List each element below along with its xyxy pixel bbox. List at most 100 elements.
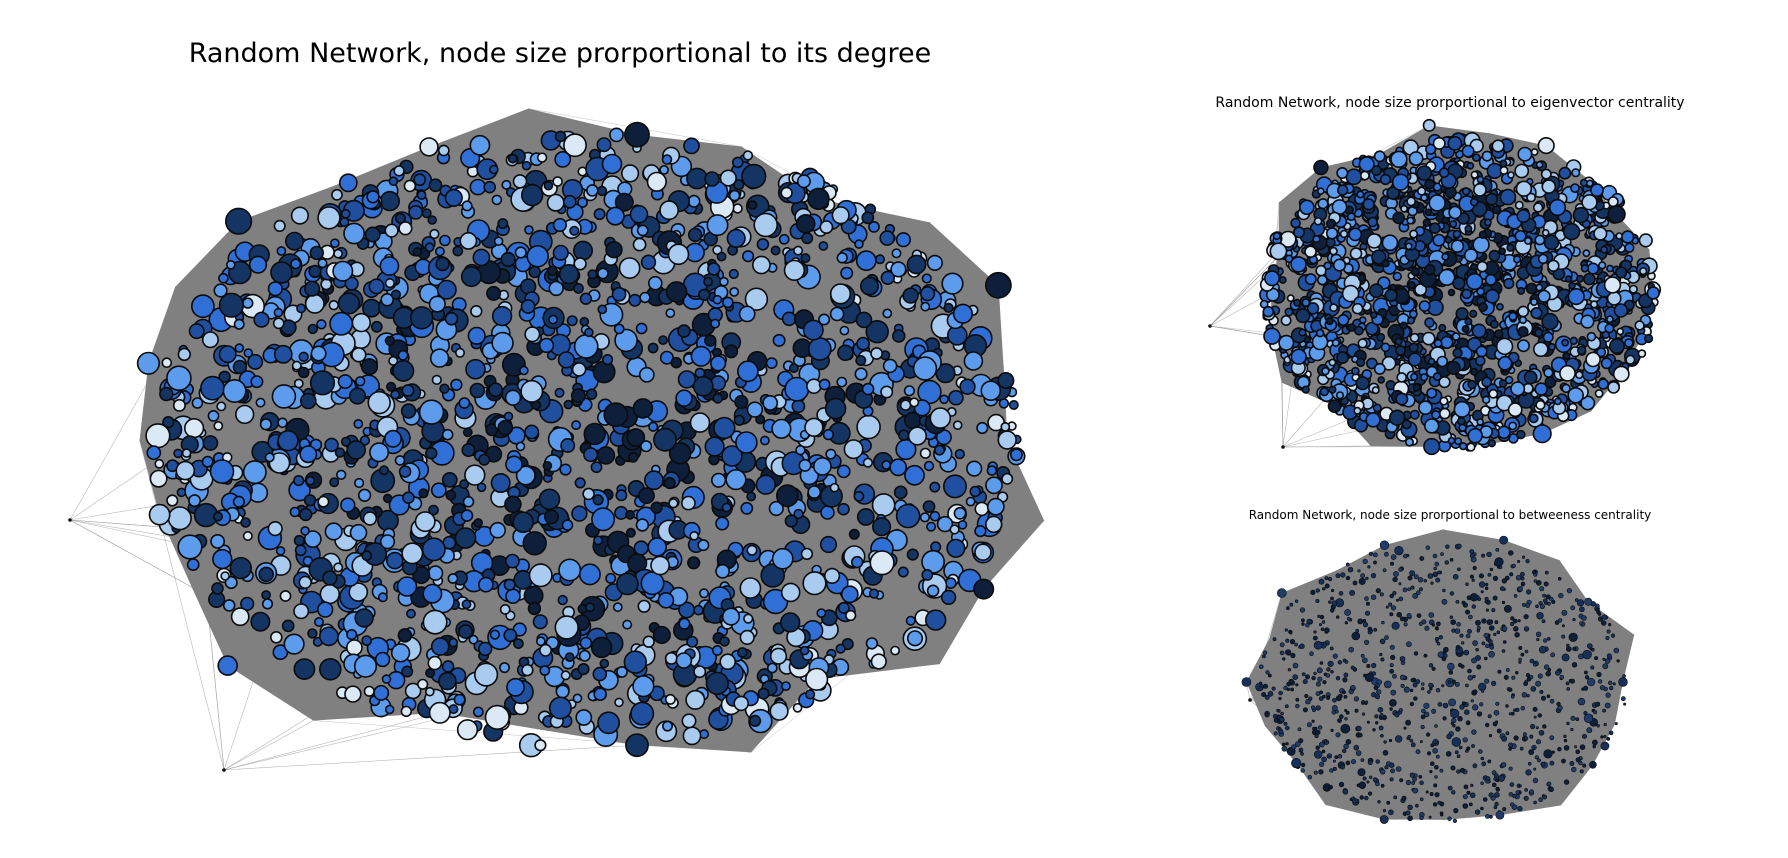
- network-node: [1432, 747, 1438, 754]
- network-node: [1385, 605, 1389, 609]
- network-node: [1571, 662, 1578, 668]
- network-node: [334, 447, 346, 458]
- network-node: [693, 665, 707, 679]
- network-node: [1570, 715, 1576, 721]
- network-node: [1373, 552, 1378, 558]
- network-node: [1495, 337, 1514, 356]
- network-node: [1487, 573, 1492, 577]
- network-node: [1576, 274, 1585, 283]
- network-node: [1542, 794, 1547, 800]
- network-node: [1427, 573, 1434, 579]
- network-node: [1389, 699, 1397, 707]
- network-node: [412, 247, 423, 257]
- network-node: [1646, 286, 1661, 300]
- network-node: [1508, 792, 1514, 797]
- network-node: [1341, 748, 1347, 754]
- network-node: [1262, 654, 1266, 659]
- network-node: [614, 192, 634, 212]
- network-node: [897, 566, 909, 578]
- network-node: [1586, 677, 1596, 687]
- network-node: [650, 555, 671, 576]
- network-node: [1432, 571, 1438, 577]
- network-node: [394, 455, 406, 466]
- network-node: [1362, 618, 1367, 623]
- network-node: [1321, 756, 1327, 763]
- network-node: [1315, 681, 1321, 687]
- network-node: [1364, 700, 1369, 704]
- network-node: [623, 650, 647, 674]
- network-node: [1432, 233, 1446, 247]
- network-node: [642, 635, 655, 648]
- network-node: [882, 358, 898, 374]
- network-node: [1504, 375, 1514, 385]
- network-node: [1465, 683, 1469, 688]
- network-node: [1267, 690, 1274, 697]
- network-node: [1394, 545, 1404, 556]
- network-node: [1347, 566, 1354, 573]
- network-node: [520, 379, 544, 403]
- network-node: [501, 179, 512, 190]
- network-node: [351, 347, 367, 363]
- network-node: [1493, 773, 1499, 778]
- network-node: [1257, 686, 1263, 692]
- network-node: [1272, 637, 1277, 642]
- network-node: [1484, 656, 1488, 661]
- network-node: [1434, 561, 1440, 567]
- network-node: [1524, 649, 1529, 654]
- network-node: [1366, 663, 1371, 668]
- network-node: [687, 194, 701, 208]
- network-node: [232, 359, 248, 375]
- network-node: [1407, 281, 1416, 290]
- network-node: [348, 582, 369, 602]
- network-node: [597, 304, 608, 315]
- network-node: [149, 469, 168, 488]
- network-node: [1600, 245, 1609, 254]
- network-node: [1447, 816, 1452, 821]
- network-node: [1447, 288, 1456, 297]
- network-node: [469, 382, 486, 399]
- network-node: [261, 598, 274, 610]
- network-node: [1343, 672, 1349, 678]
- network-node: [1609, 338, 1626, 355]
- network-node: [1429, 791, 1434, 796]
- network-node: [558, 558, 582, 582]
- network-node: [1454, 750, 1459, 755]
- network-node: [344, 685, 362, 703]
- network-node: [1485, 636, 1491, 642]
- network-node: [929, 510, 941, 522]
- network-node: [1409, 738, 1414, 743]
- network-node: [689, 412, 711, 433]
- network-node: [625, 527, 636, 538]
- network-node: [317, 258, 328, 269]
- network-node: [1488, 650, 1495, 658]
- network-node: [1329, 646, 1334, 651]
- network-node: [1525, 603, 1530, 608]
- network-node: [1438, 167, 1450, 178]
- network-node: [1518, 315, 1528, 325]
- network-node: [1288, 631, 1293, 635]
- network-node: [1643, 333, 1654, 344]
- network-node: [207, 409, 220, 422]
- network-node: [807, 485, 822, 499]
- network-node: [639, 291, 651, 304]
- network-node: [401, 665, 414, 678]
- network-node: [1329, 768, 1334, 773]
- network-node: [1582, 649, 1592, 660]
- network-node: [1409, 688, 1414, 693]
- network-node: [188, 323, 205, 340]
- network-node: [728, 268, 739, 280]
- network-node: [596, 446, 616, 465]
- network-node: [1439, 407, 1451, 420]
- network-node: [1375, 689, 1382, 695]
- network-node: [1476, 287, 1485, 296]
- network-node: [1605, 692, 1611, 698]
- network-node: [1382, 749, 1389, 756]
- network-node: [1470, 170, 1479, 179]
- network-node: [1497, 669, 1502, 674]
- network-node: [1269, 242, 1288, 261]
- network-node: [1566, 687, 1570, 691]
- network-node: [1585, 351, 1601, 368]
- network-node: [430, 637, 450, 656]
- network-node: [1584, 670, 1588, 675]
- network-node: [398, 465, 412, 478]
